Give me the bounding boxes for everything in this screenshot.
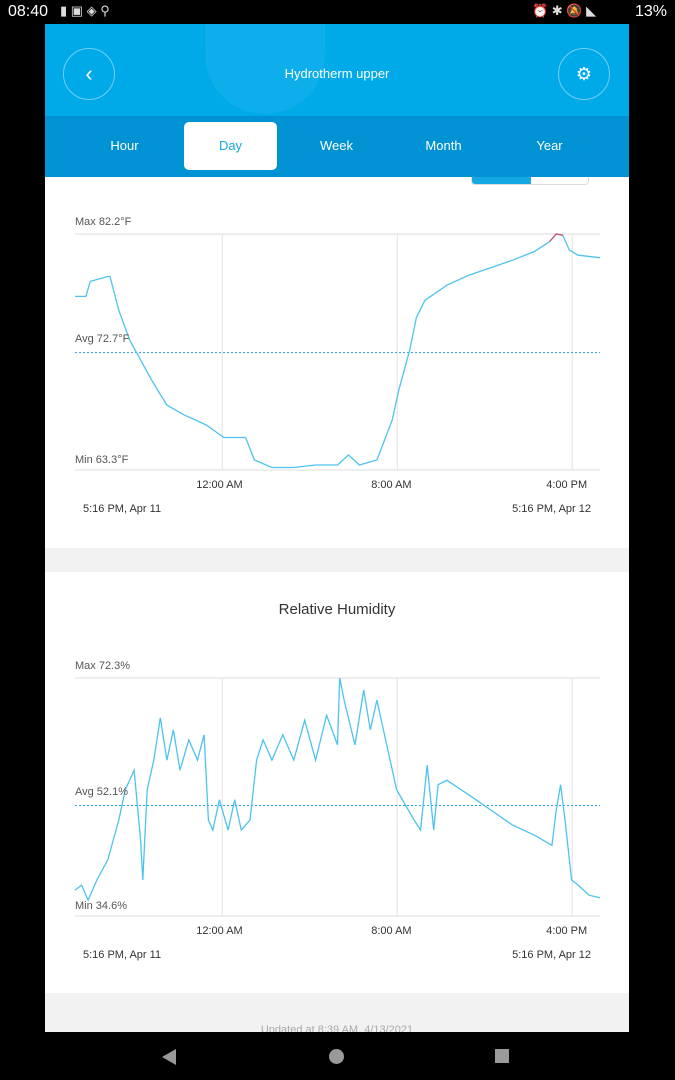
battery-level: 13% bbox=[634, 3, 667, 20]
android-nav-bar bbox=[0, 1032, 675, 1080]
status-bar: 08:40 ▮ ▣ ◈ ⚲ ⏰ ✱ 🔕 ◣ 13% bbox=[0, 0, 675, 24]
back-nav-icon[interactable] bbox=[162, 1049, 176, 1065]
unit-toggle[interactable] bbox=[471, 177, 589, 185]
x-tick-label: 8:00 AM bbox=[371, 479, 412, 491]
humidity-chart: Max 72.3% Avg 52.1% Min 34.6% 12:00 AM 8:00 … bbox=[45, 572, 629, 993]
start-date-label: 5:16 PM, Apr 11 bbox=[83, 503, 162, 515]
x-tick-label: 4:00 PM bbox=[546, 479, 588, 491]
min-label: Min 63.3°F bbox=[75, 454, 129, 466]
app-window: ‹ Hydrotherm upper ⚙ Hour Day Week Month… bbox=[45, 24, 629, 1032]
chart-svg bbox=[74, 677, 601, 917]
temperature-chart: Max 82.2°F Avg 72.7°F Min 63.3°F 12:00 AM 8:… bbox=[45, 177, 629, 548]
temperature-card: Max 82.2°F Avg 72.7°F Min 63.3°F 12:00 AM 8:… bbox=[45, 177, 629, 548]
updated-timestamp: Updated at 8:39 AM, 4/13/2021 bbox=[260, 1024, 414, 1032]
min-label: Min 34.6% bbox=[75, 900, 127, 912]
data-series-line bbox=[74, 677, 601, 902]
tab-week[interactable]: Week bbox=[320, 138, 353, 153]
chart-svg bbox=[75, 233, 601, 471]
chart-title: Relative Humidity bbox=[278, 601, 396, 618]
gear-icon: ⚙ bbox=[575, 63, 593, 84]
header: ‹ Hydrotherm upper ⚙ bbox=[45, 24, 629, 116]
clock: 08:40 bbox=[8, 3, 49, 20]
chevron-left-icon: ‹ bbox=[85, 61, 93, 86]
end-date-label: 5:16 PM, Apr 12 bbox=[512, 949, 591, 961]
range-tabs: Hour Day Week Month Year bbox=[45, 116, 629, 177]
end-date-label: 5:16 PM, Apr 12 bbox=[512, 503, 591, 515]
settings-button[interactable]: ⚙ bbox=[558, 48, 610, 100]
humidity-card: Relative Humidity Max 72.3% Avg 52.1% Min … bbox=[45, 572, 629, 993]
x-tick-label: 12:00 AM bbox=[196, 479, 243, 491]
tab-year[interactable]: Year bbox=[536, 138, 563, 153]
avg-label: Avg 72.7°F bbox=[75, 332, 130, 345]
max-label: Max 82.2°F bbox=[75, 216, 132, 228]
start-date-label: 5:16 PM, Apr 11 bbox=[83, 949, 162, 961]
home-nav-icon[interactable] bbox=[329, 1049, 344, 1064]
recents-nav-icon[interactable] bbox=[495, 1049, 509, 1063]
tab-hour[interactable]: Hour bbox=[110, 138, 139, 153]
avg-label: Avg 52.1% bbox=[75, 785, 129, 798]
x-tick-label: 8:00 AM bbox=[371, 925, 412, 937]
tab-day[interactable]: Day bbox=[184, 122, 277, 170]
notification-icons: ▮ ▣ ◈ ⚲ bbox=[60, 3, 110, 18]
max-highlight bbox=[549, 233, 563, 242]
x-tick-label: 12:00 AM bbox=[196, 925, 243, 937]
max-label: Max 72.3% bbox=[75, 660, 131, 672]
tab-month[interactable]: Month bbox=[425, 138, 462, 153]
back-button[interactable]: ‹ bbox=[63, 48, 115, 100]
system-icons: ⏰ ✱ 🔕 ◣ bbox=[532, 3, 597, 18]
x-tick-label: 4:00 PM bbox=[546, 925, 588, 937]
data-series-line bbox=[75, 233, 601, 469]
page-title: Hydrotherm upper bbox=[284, 66, 390, 81]
